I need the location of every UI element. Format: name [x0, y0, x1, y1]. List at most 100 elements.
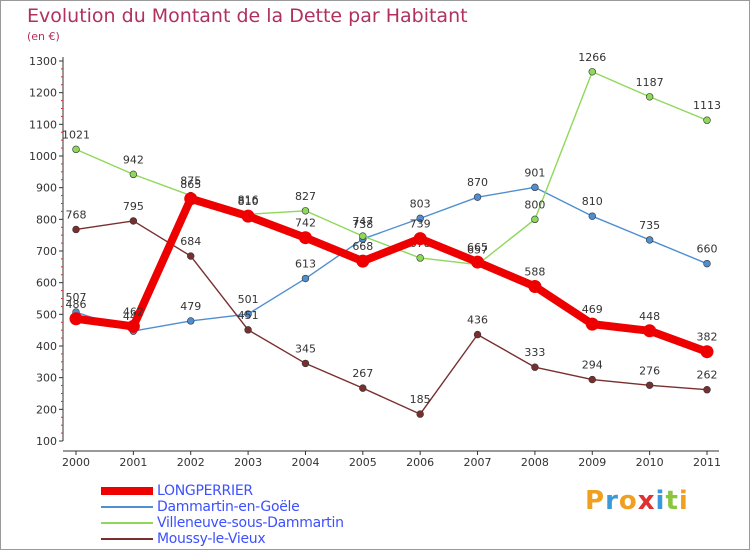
logo-letter: P [585, 486, 606, 516]
logo-letter: t [665, 486, 679, 516]
data-point [129, 170, 138, 179]
y-tick-label: 1100 [29, 118, 57, 131]
chart-unit: (en €) [27, 30, 60, 43]
data-label: 1021 [62, 128, 90, 141]
data-label: 345 [295, 342, 316, 355]
legend-label-longperrier: LONGPERRIER [157, 483, 253, 499]
legend-label-dammartin: Dammartin-en-Goële [157, 499, 300, 515]
data-label: 768 [66, 208, 87, 221]
data-label: 1113 [693, 99, 721, 112]
data-label: 486 [66, 298, 87, 311]
data-point [531, 215, 539, 224]
y-tick-label: 800 [36, 213, 57, 226]
data-point [72, 145, 80, 154]
data-point [531, 363, 539, 371]
data-label: 739 [410, 218, 431, 231]
data-point [473, 193, 482, 201]
data-label: 738 [352, 218, 373, 231]
data-label: 810 [582, 195, 603, 208]
data-label: 479 [180, 300, 201, 313]
data-label: 803 [410, 197, 431, 210]
y-tick-label: 700 [36, 245, 57, 258]
data-label: 436 [467, 314, 488, 327]
data-point [645, 93, 654, 101]
y-tick-label: 600 [36, 277, 57, 290]
data-point [585, 317, 599, 331]
data-label: 501 [238, 293, 259, 306]
data-label: 613 [295, 258, 316, 271]
x-tick-label: 2002 [177, 456, 205, 469]
x-tick-label: 2000 [62, 456, 90, 469]
legend-item-villeneuve: Villeneuve-sous-Dammartin [101, 515, 401, 531]
data-label: 657 [467, 244, 488, 257]
data-label: 462 [123, 305, 144, 318]
y-tick-label: 100 [36, 435, 57, 448]
data-point [298, 231, 312, 245]
x-tick-label: 2009 [578, 456, 606, 469]
logo-letter: r [605, 486, 619, 516]
data-label: 185 [410, 393, 431, 406]
logo-letter: x [637, 486, 656, 516]
legend-swatch-longperrier [101, 487, 153, 495]
y-tick-label: 500 [36, 308, 57, 321]
logo-letter: i [678, 486, 689, 516]
data-label: 276 [639, 364, 660, 377]
legend-swatch-villeneuve [101, 522, 153, 524]
x-tick-label: 2011 [693, 456, 721, 469]
data-point [301, 207, 310, 215]
data-label: 333 [524, 346, 545, 359]
legend-label-moussy: Moussy-le-Vieux [157, 531, 266, 547]
data-label: 865 [180, 178, 201, 191]
data-label: 870 [467, 176, 488, 189]
data-point [588, 68, 596, 76]
data-label: 660 [697, 243, 718, 256]
series-line-3 [72, 194, 711, 356]
data-point [184, 192, 198, 206]
data-point [645, 236, 654, 244]
data-point [700, 345, 714, 359]
data-point [473, 330, 482, 339]
data-label: 665 [467, 241, 488, 254]
logo-letter: o [618, 486, 638, 516]
data-point [645, 381, 654, 389]
data-point [72, 225, 80, 234]
data-label: 800 [524, 198, 545, 211]
data-point [643, 324, 657, 338]
x-tick-label: 2003 [234, 456, 262, 469]
legend-item-moussy: Moussy-le-Vieux [101, 531, 401, 547]
legend-label-villeneuve: Villeneuve-sous-Dammartin [157, 515, 344, 531]
x-tick-label: 2010 [636, 456, 664, 469]
data-label: 469 [582, 303, 603, 316]
x-tick-label: 2005 [349, 456, 377, 469]
data-point [241, 209, 255, 223]
y-tick-label: 300 [36, 372, 57, 385]
legend-swatch-moussy [101, 538, 153, 540]
y-tick-label: 200 [36, 403, 57, 416]
data-point [129, 217, 138, 225]
data-point [69, 312, 83, 326]
x-tick-label: 2008 [521, 456, 549, 469]
data-label: 810 [238, 195, 259, 208]
data-label: 742 [295, 217, 316, 230]
y-tick-label: 1200 [29, 87, 57, 100]
data-point [187, 317, 195, 325]
data-point [703, 116, 711, 124]
data-point [359, 232, 367, 240]
data-label: 1266 [578, 51, 606, 64]
data-label: 747 [352, 215, 373, 228]
data-label: 507 [66, 291, 87, 304]
data-label: 382 [697, 331, 718, 344]
data-point [301, 359, 310, 368]
data-label: 588 [524, 265, 545, 278]
legend-item-longperrier: LONGPERRIER [101, 483, 401, 499]
data-point [301, 274, 310, 283]
data-label: 294 [582, 359, 603, 372]
series-line-2 [75, 220, 708, 415]
proxiti-logo: Proxiti [585, 486, 689, 516]
data-label: 1187 [636, 76, 664, 89]
data-point [471, 255, 485, 269]
data-label: 451 [238, 309, 259, 322]
data-point [588, 375, 596, 384]
data-label: 448 [639, 310, 660, 323]
